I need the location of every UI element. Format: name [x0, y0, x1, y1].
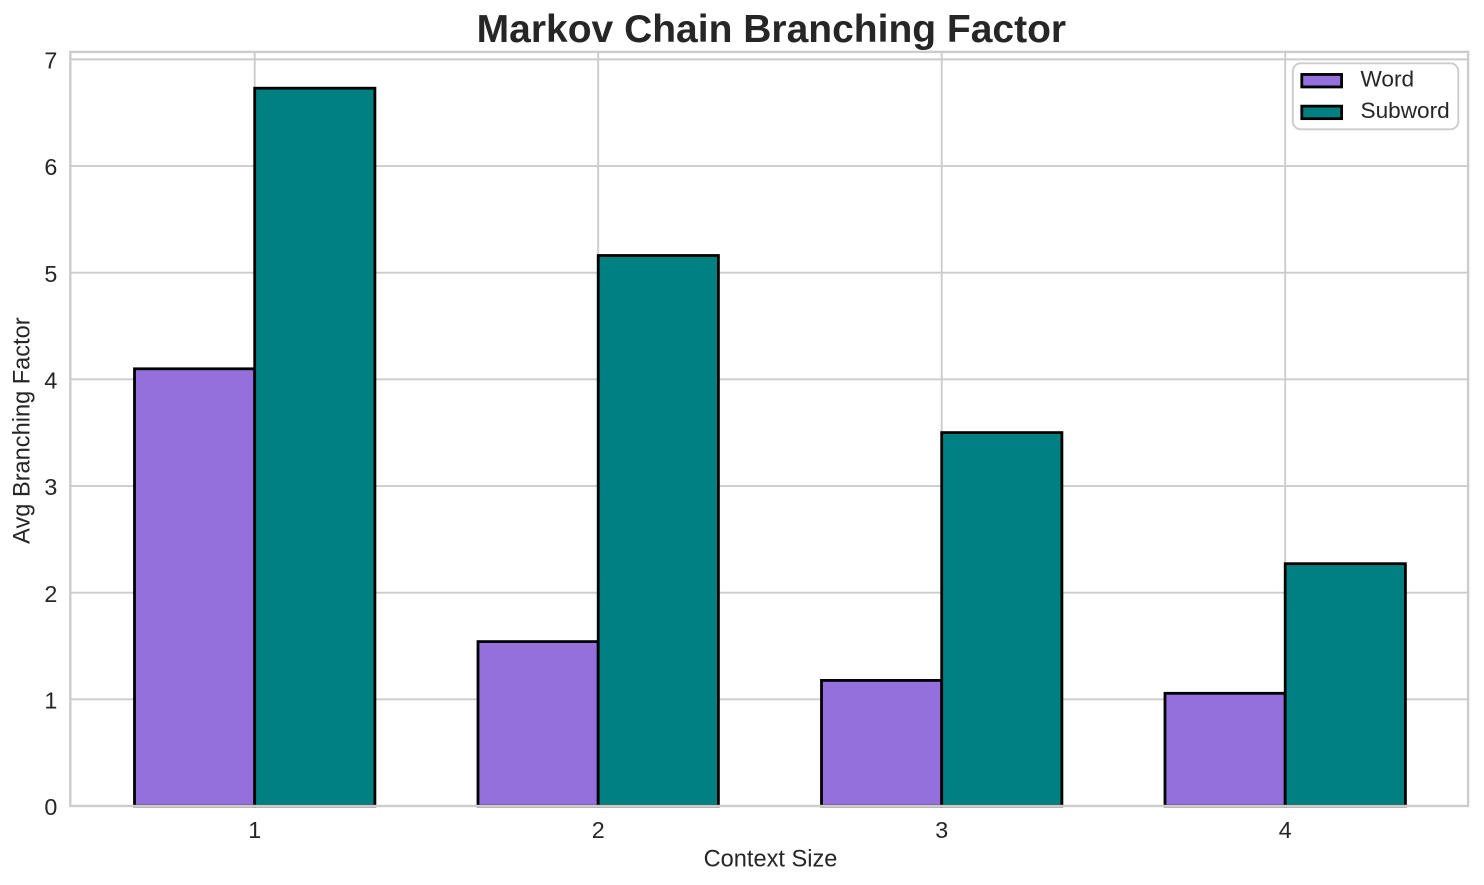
svg-text:2: 2 — [44, 581, 57, 607]
svg-text:1: 1 — [248, 817, 261, 843]
svg-text:3: 3 — [935, 817, 948, 843]
svg-text:1: 1 — [44, 688, 57, 714]
svg-text:0: 0 — [44, 794, 57, 820]
svg-text:4: 4 — [1279, 817, 1292, 843]
svg-text:5: 5 — [44, 261, 57, 287]
svg-text:6: 6 — [44, 154, 57, 180]
svg-text:Subword: Subword — [1361, 98, 1450, 123]
svg-text:Context Size: Context Size — [704, 847, 838, 873]
svg-text:Word: Word — [1361, 67, 1415, 92]
svg-text:4: 4 — [44, 368, 57, 394]
svg-text:7: 7 — [44, 48, 57, 74]
svg-text:Markov Chain Branching Factor: Markov Chain Branching Factor — [477, 8, 1066, 51]
svg-text:3: 3 — [44, 474, 57, 500]
svg-text:Avg Branching Factor: Avg Branching Factor — [10, 317, 36, 544]
svg-text:2: 2 — [592, 817, 605, 843]
